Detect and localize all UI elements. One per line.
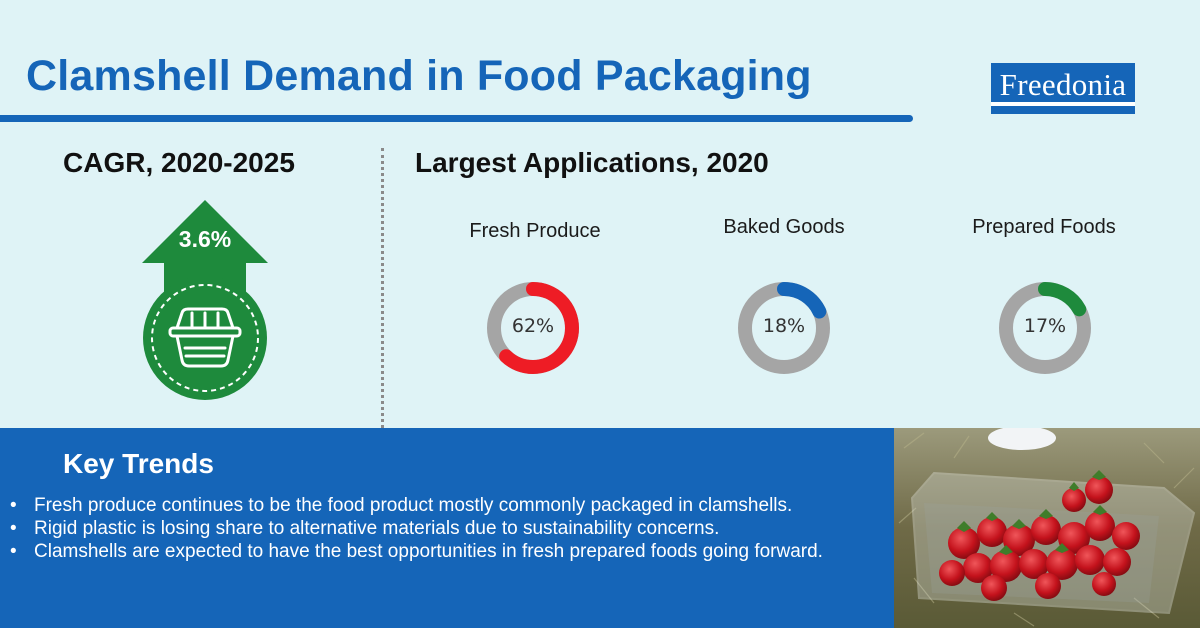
cagr-heading: CAGR, 2020-2025 (63, 147, 295, 178)
key-trends-heading: Key Trends (63, 448, 214, 479)
donut-fresh-produce: 62% (483, 278, 583, 378)
donut-arc-fresh-produce (487, 282, 579, 374)
trend-item: • Fresh produce continues to be the food… (6, 494, 886, 517)
trend-text: Clamshells are expected to have the best… (34, 541, 823, 562)
trend-item: • Rigid plastic is losing share to alter… (6, 517, 886, 540)
donut-baked-goods: 18% (734, 278, 834, 378)
category-label-fresh-produce: Fresh Produce (469, 220, 601, 242)
donut-arc-prepared-foods (999, 282, 1091, 374)
donut-value-baked-goods: 18% (762, 315, 806, 337)
donut-prepared-foods: 17% (995, 278, 1095, 378)
trend-item: • Clamshells are expected to have the be… (6, 540, 886, 563)
clamshell-container-icon (168, 307, 242, 368)
donut-value-fresh-produce: 62% (511, 315, 555, 337)
key-trends-list: • Fresh produce continues to be the food… (6, 494, 886, 563)
category-label-baked-goods: Baked Goods (723, 216, 845, 238)
bullet-icon: • (10, 518, 17, 539)
bullet-icon: • (10, 541, 17, 562)
title-underline (0, 115, 913, 122)
cagr-graphic: 3.6% (140, 198, 270, 400)
category-label-prepared-foods: Prepared Foods (972, 216, 1116, 238)
logo-stripe (991, 102, 1135, 106)
donut-arc-baked-goods (738, 282, 830, 374)
section-divider (381, 148, 384, 428)
strawberries-photo (894, 428, 1200, 628)
applications-heading: Largest Applications, 2020 (415, 147, 769, 178)
cagr-value: 3.6% (178, 226, 232, 252)
bullet-icon: • (10, 495, 17, 516)
page-title: Clamshell Demand in Food Packaging (26, 52, 812, 100)
strawberries-icon (939, 476, 1140, 601)
freedonia-logo: Freedonia (991, 63, 1135, 114)
trend-text: Rigid plastic is losing share to alterna… (34, 518, 720, 539)
trend-text: Fresh produce continues to be the food p… (34, 495, 793, 516)
donut-value-prepared-foods: 17% (1023, 315, 1067, 337)
logo-text: Freedonia (999, 67, 1127, 102)
key-trends-panel: Key Trends • Fresh produce continues to … (0, 428, 894, 628)
growth-arrow-icon (142, 200, 268, 400)
